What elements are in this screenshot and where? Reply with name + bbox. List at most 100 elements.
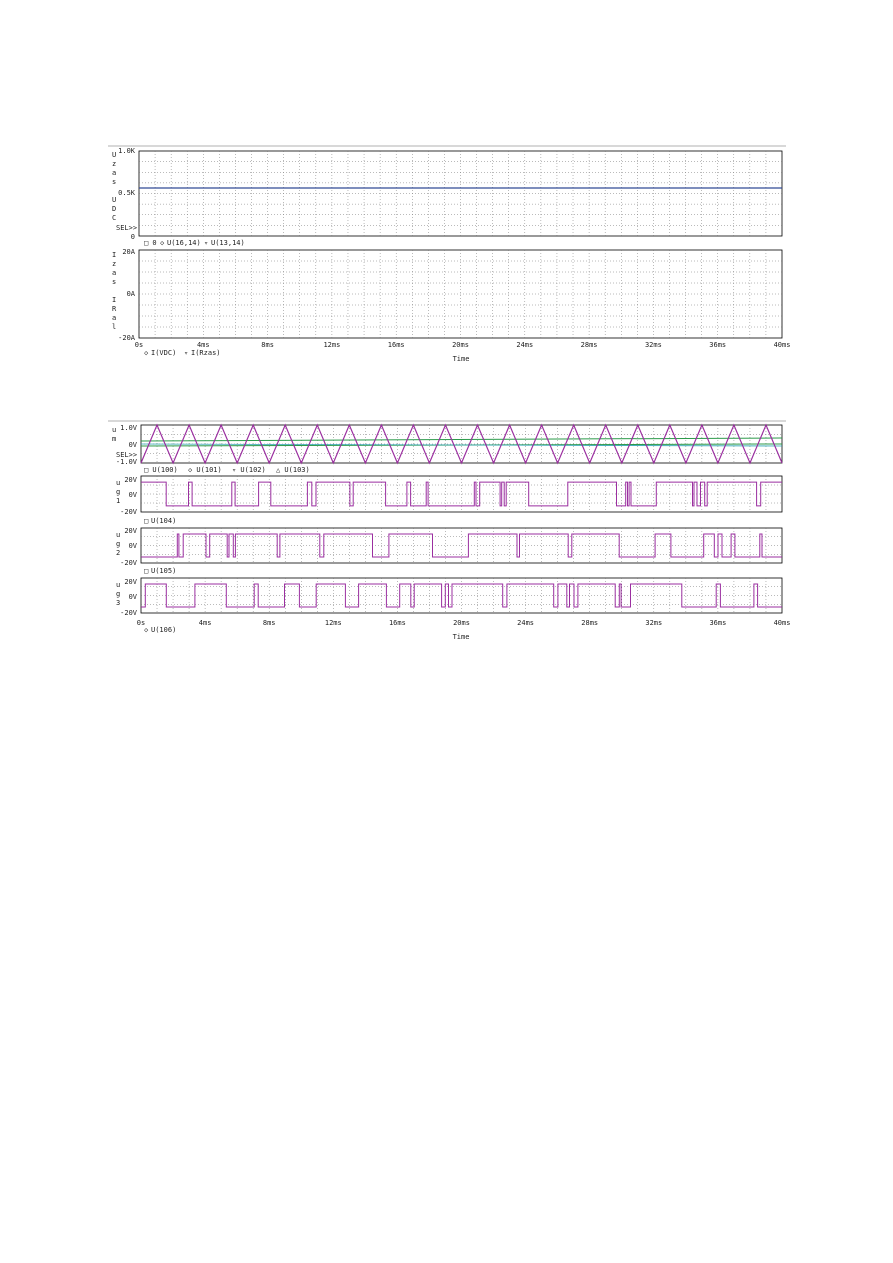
fig1-p2-ylabel-char: l (112, 323, 116, 331)
fig2-p2-ylabel-char: 1 (116, 497, 120, 505)
fig2-p2-series-u104 (141, 481, 782, 507)
fig2-p3-series-u105 (141, 533, 782, 558)
fig1-p2-legend-marker-2: ▿ (184, 349, 188, 357)
fig2-xtick: 40ms (774, 619, 791, 627)
fig2-p1-legend-u103: △ U(103) (276, 466, 310, 474)
fig1-p2-ylabel-char: z (112, 260, 116, 268)
fig1-p1-ylabel-char: C (112, 214, 116, 222)
fig2-p1-ytick-bottom: -1.0V (116, 458, 138, 466)
fig2-ug3-panel: 20V 0V -20V ug3 (116, 577, 783, 617)
fig2-p3-ytick-bottom: -20V (120, 559, 138, 567)
fig1-xtick: 40ms (774, 341, 791, 349)
fig2-p1-ytick-top: 1.0V (120, 424, 138, 432)
fig2-p1-ylabel-char: m (112, 435, 116, 443)
fig2-p3-legend-marker: □ (144, 567, 148, 575)
fig1-p2-legend-i-rzas: I(Rzas) (191, 349, 221, 357)
fig2-p4-ytick-bottom: -20V (120, 609, 138, 617)
fig2-xtick: 8ms (263, 619, 276, 627)
fig1-p1-ytick-bottom: 0 (131, 233, 135, 241)
fig2-p2-ylabel-char: g (116, 488, 120, 496)
fig1-p2-ylabel-char: a (112, 314, 116, 322)
fig2-p1-series-u103 (140, 423, 783, 465)
fig2-p3-ylabel-char: g (116, 540, 120, 548)
fig2-p3-ylabel-char: u (116, 531, 120, 539)
fig1-p1-legend-first: □ 0 (144, 239, 157, 247)
fig2-p2-legend-u104: U(104) (151, 517, 176, 525)
fig1-p2-ylabel-char: a (112, 269, 116, 277)
fig2-p1-ylabel-char: u (112, 426, 116, 434)
fig1-p2-ytick-mid: 0A (127, 290, 136, 298)
fig1-xtick: 12ms (323, 341, 340, 349)
fig2-p2-ytick-top: 20V (124, 476, 137, 484)
fig1-p1-ylabel-char: z (112, 160, 116, 168)
fig1-p2-ytick-bottom: -20A (118, 334, 136, 342)
fig1-xtick: 32ms (645, 341, 662, 349)
fig1-p1-legend-u13-14: U(13,14) (211, 239, 245, 247)
fig2-p1-sel-marker: SEL>> (116, 451, 137, 459)
fig1-p1-legend-marker-2: ▿ (204, 239, 208, 247)
fig2-p4-ytick-top: 20V (124, 578, 137, 586)
figure-2: 1.0V 0V -1.0V SEL>> um □ U(100) ◇ U(101) ▿… (108, 420, 791, 641)
fig1-p1-ylabel-char: U (112, 151, 116, 159)
fig2-p3-ylabel-char: 2 (116, 549, 120, 557)
fig1-x-axis-label: Time (453, 355, 470, 363)
fig2-x-axis-label: Time (453, 633, 470, 641)
fig2-p1-legend-u101: ◇ U(101) (188, 466, 222, 474)
fig2-xtick: 12ms (325, 619, 342, 627)
fig1-p2-legend-marker-1: ◇ (144, 349, 149, 357)
fig2-xtick: 4ms (199, 619, 212, 627)
fig1-p2-ylabel-char: R (112, 305, 117, 313)
fig1-xtick: 20ms (452, 341, 469, 349)
fig1-p2-ylabel-char: I (112, 251, 116, 259)
fig1-xtick: 28ms (581, 341, 598, 349)
fig2-xtick: 0s (137, 619, 145, 627)
fig2-p1-legend-u100: □ U(100) (144, 466, 178, 474)
fig2-p4-ylabel-char: g (116, 590, 120, 598)
fig1-xtick: 8ms (261, 341, 274, 349)
fig2-ug2-panel: 20V 0V -20V ug2 (116, 527, 783, 567)
fig2-p4-ytick-mid: 0V (129, 593, 138, 601)
fig1-xtick: 36ms (709, 341, 726, 349)
fig2-p2-ytick-bottom: -20V (120, 508, 138, 516)
fig2-xtick: 36ms (709, 619, 726, 627)
fig2-p1-ytick-mid: 0V (129, 441, 138, 449)
fig1-p2-ylabel-char: I (112, 296, 116, 304)
fig2-ug1-panel: 20V 0V -20V ug1 (116, 475, 783, 516)
fig2-p1-series-u102 (140, 443, 783, 447)
fig1-p1-ytick-mid: 0.5K (118, 189, 136, 197)
fig2-p4-ylabel-char: 3 (116, 599, 120, 607)
fig1-xtick: 4ms (197, 341, 210, 349)
fig1-xtick: 0s (135, 341, 143, 349)
fig2-xtick: 28ms (581, 619, 598, 627)
fig2-p4-legend-marker: ◇ (144, 626, 149, 634)
fig2-p3-ytick-top: 20V (124, 527, 137, 535)
fig2-p3-ytick-mid: 0V (129, 542, 138, 550)
fig1-p1-legend-marker-1: ◇ (160, 239, 165, 247)
fig2-carrier-panel: 1.0V 0V -1.0V SEL>> um (112, 423, 783, 466)
fig2-p4-series-u106 (141, 583, 782, 608)
fig2-p4-ylabel-char: u (116, 581, 120, 589)
fig1-p2-ylabel-char: s (112, 278, 116, 286)
fig1-p1-ylabel-char: a (112, 169, 116, 177)
fig2-p1-legend-u102: ▿ U(102) (232, 466, 266, 474)
fig1-p2-legend-i-vdc: I(VDC) (151, 349, 176, 357)
fig1-p1-ylabel-char: s (112, 178, 116, 186)
fig2-p3-legend-u105: U(105) (151, 567, 176, 575)
fig1-p2-ytick-top: 20A (122, 248, 135, 256)
fig2-xtick: 32ms (645, 619, 662, 627)
fig1-p1-ylabel-char: D (112, 205, 116, 213)
fig2-p4-legend-u106: U(106) (151, 626, 176, 634)
fig1-xtick: 24ms (516, 341, 533, 349)
fig2-xtick: 24ms (517, 619, 534, 627)
fig1-p1-legend-u16-14: U(16,14) (167, 239, 201, 247)
fig2-p2-ylabel-char: u (116, 479, 120, 487)
fig1-p1-ylabel-char: U (112, 196, 116, 204)
fig1-p1-ytick-top: 1.0K (118, 147, 136, 155)
fig2-xtick: 20ms (453, 619, 470, 627)
fig2-p2-ytick-mid: 0V (129, 491, 138, 499)
fig1-xtick: 16ms (388, 341, 405, 349)
